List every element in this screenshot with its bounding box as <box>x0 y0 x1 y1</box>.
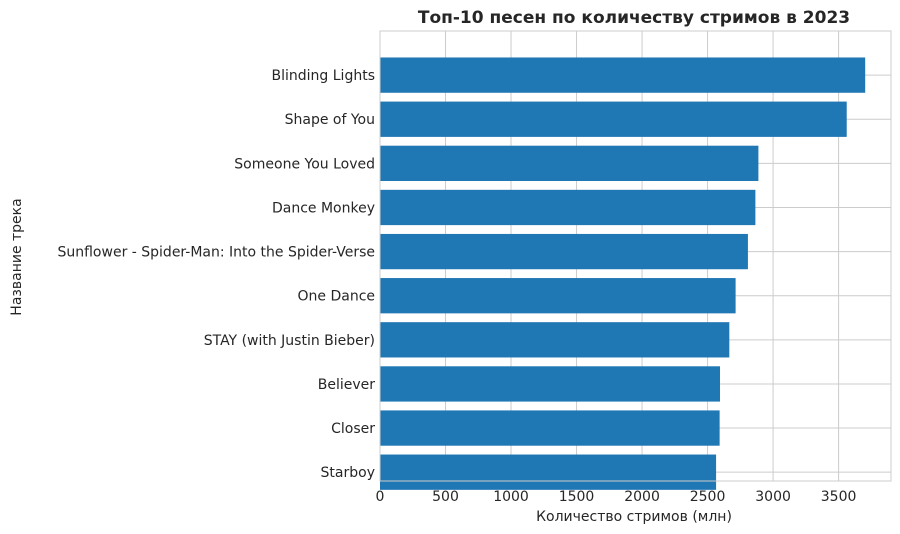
y-tick-label: One Dance <box>298 289 376 305</box>
bar <box>380 145 759 181</box>
bar <box>380 366 721 402</box>
bar <box>380 322 730 358</box>
bar <box>380 189 756 226</box>
y-tick-label: STAY (with Justin Bieber) <box>204 333 375 349</box>
y-tick-label: Dance Monkey <box>272 200 375 216</box>
bars <box>380 57 866 490</box>
y-tick-labels: Blinding Lights Shape of You Someone You L… <box>57 68 375 481</box>
bar <box>380 57 866 93</box>
plot-frame <box>379 30 892 482</box>
y-tick-label: Believer <box>318 377 376 393</box>
y-tick-label: Blinding Lights <box>272 68 375 84</box>
x-tick-label: 500 <box>432 489 459 505</box>
y-tick-label: Starboy <box>321 465 375 481</box>
bar <box>380 101 847 137</box>
x-axis-label: Количество стримов (млн) <box>536 509 732 525</box>
y-tick-label: Sunflower - Spider-Man: Into the Spider-… <box>57 245 375 261</box>
x-tick-label: 0 <box>376 489 385 505</box>
y-axis-label: Название трека <box>9 198 25 315</box>
x-tick-label: 3000 <box>755 489 791 505</box>
x-tick-label: 1500 <box>559 489 595 505</box>
bar <box>380 233 748 270</box>
x-tick-label: 2500 <box>690 489 726 505</box>
y-tick-label: Closer <box>331 421 375 437</box>
bar <box>380 454 717 490</box>
x-tick-label: 2000 <box>624 489 660 505</box>
x-tick-label: 3500 <box>821 489 857 505</box>
x-tick-label: 1000 <box>493 489 529 505</box>
y-tick-label: Shape of You <box>285 112 375 128</box>
x-tick-labels: 0 500 1000 1500 2000 2500 3000 3500 <box>376 489 857 505</box>
bar <box>380 410 720 446</box>
y-tick-label: Someone You Loved <box>234 156 375 172</box>
chart-title: Топ-10 песен по количеству стримов в 202… <box>418 8 850 28</box>
bar <box>380 278 736 314</box>
